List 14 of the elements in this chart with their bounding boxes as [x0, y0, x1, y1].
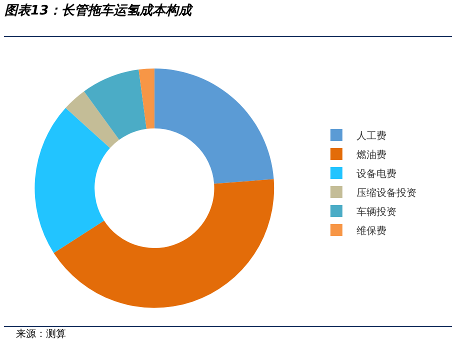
legend-label: 维保费 — [356, 224, 386, 237]
legend-label: 车辆投资 — [356, 206, 396, 218]
legend-label: 燃油费 — [356, 148, 386, 161]
donut-slice — [154, 68, 274, 184]
legend-label: 压缩设备投资 — [356, 186, 416, 199]
donut-slice — [84, 70, 147, 140]
legend-label: 人工费 — [356, 130, 386, 142]
legend-label: 设备电费 — [356, 168, 396, 180]
donut-slice — [138, 68, 154, 129]
source-note: 来源：测算 — [16, 328, 66, 340]
chart-title: 图表13：长管拖车运氢成本构成 — [4, 2, 194, 18]
donut-slice — [66, 91, 120, 148]
donut-slice — [34, 108, 110, 253]
donut-slice — [54, 179, 274, 308]
